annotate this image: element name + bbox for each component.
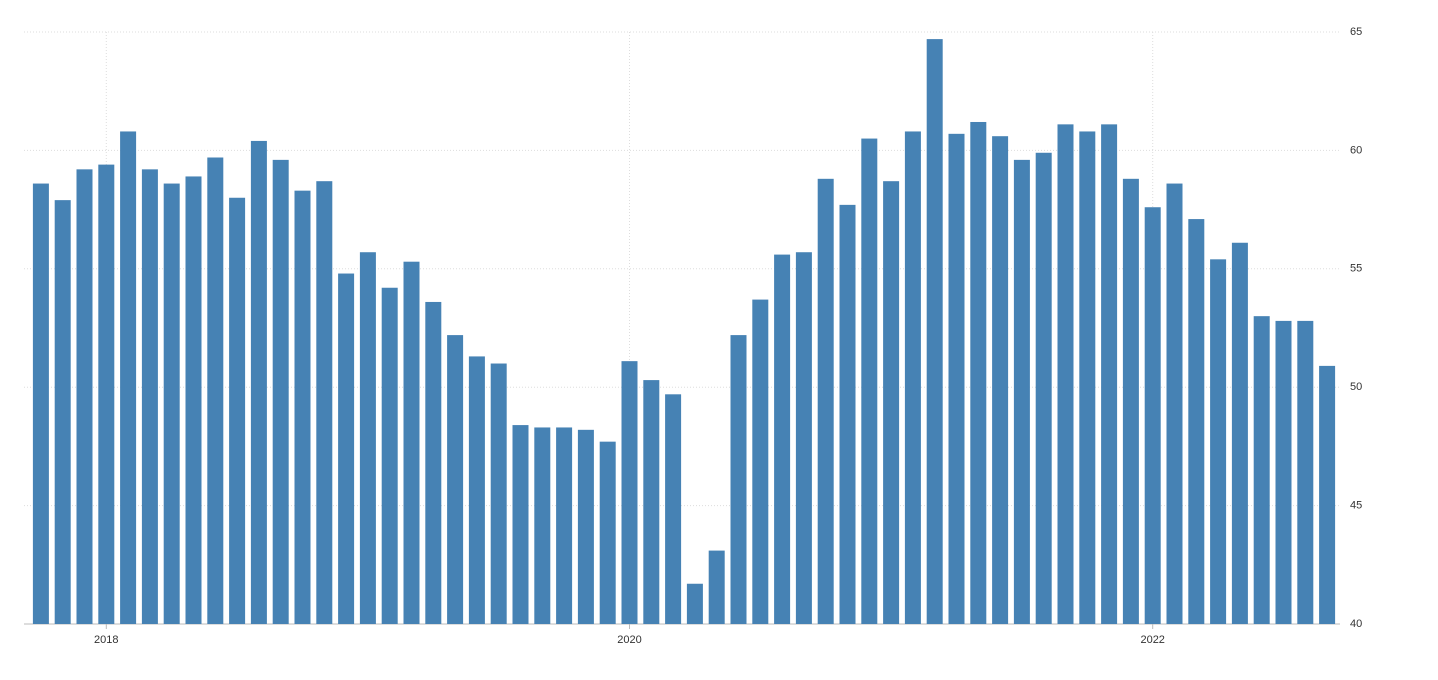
- bar: [1166, 183, 1183, 624]
- bar: [54, 200, 71, 625]
- bar: [316, 181, 333, 624]
- bar: [577, 429, 594, 624]
- bar: [76, 169, 93, 624]
- bar: [120, 131, 137, 624]
- bar: [207, 157, 224, 624]
- bar: [1013, 159, 1030, 624]
- y-tick-label: 40: [1350, 618, 1362, 630]
- bar: [490, 363, 507, 624]
- bar: [795, 252, 812, 624]
- bar: [447, 335, 464, 624]
- y-tick-label: 50: [1350, 381, 1362, 393]
- bar: [948, 133, 965, 624]
- bar: [250, 140, 267, 625]
- bar: [904, 131, 921, 624]
- bar: [1079, 131, 1096, 624]
- bar: [1188, 219, 1205, 624]
- bar: [1319, 365, 1336, 624]
- bar: [817, 178, 834, 625]
- bar: [1275, 320, 1292, 624]
- bar: [883, 181, 900, 624]
- bar: [425, 301, 442, 624]
- bar: [229, 197, 246, 624]
- bar: [774, 254, 791, 625]
- y-tick-label: 55: [1350, 263, 1362, 275]
- bar: [926, 39, 943, 624]
- bar: [163, 183, 180, 624]
- bar: [1122, 178, 1139, 625]
- bar: [272, 159, 289, 624]
- y-tick-label: 65: [1350, 26, 1362, 38]
- bar: [752, 299, 769, 624]
- bar: [141, 169, 158, 624]
- bar: [403, 261, 420, 624]
- bar: [621, 361, 638, 624]
- bar: [359, 252, 376, 624]
- bar: [1297, 320, 1314, 624]
- bar: [556, 427, 573, 624]
- bar: [338, 273, 355, 624]
- y-tick-label: 60: [1350, 144, 1362, 156]
- bar: [839, 204, 856, 624]
- bar: [468, 356, 485, 624]
- bar: [1210, 259, 1227, 624]
- y-tick-label: 45: [1350, 500, 1362, 512]
- bar: [1231, 242, 1248, 624]
- bar: [294, 190, 311, 624]
- bar: [1035, 152, 1052, 624]
- x-tick-label: 2022: [1140, 634, 1164, 646]
- bar: [1253, 316, 1270, 624]
- bar: [643, 380, 660, 624]
- bar: [381, 287, 398, 624]
- bar: [708, 550, 725, 624]
- bar: [185, 176, 202, 624]
- bar: [861, 138, 878, 624]
- bar: [512, 425, 529, 624]
- bar: [686, 583, 703, 624]
- bar: [534, 427, 551, 624]
- bar: [1144, 207, 1161, 624]
- bar: [1057, 124, 1074, 625]
- bar: [98, 164, 115, 624]
- bar: [992, 136, 1009, 624]
- x-tick-label: 2018: [94, 634, 118, 646]
- bar: [665, 394, 682, 624]
- bar: [970, 121, 987, 624]
- bar: [1101, 124, 1118, 625]
- bar: [599, 441, 616, 624]
- bar: [730, 335, 747, 624]
- x-tick-label: 2020: [617, 634, 641, 646]
- bar: [32, 183, 49, 624]
